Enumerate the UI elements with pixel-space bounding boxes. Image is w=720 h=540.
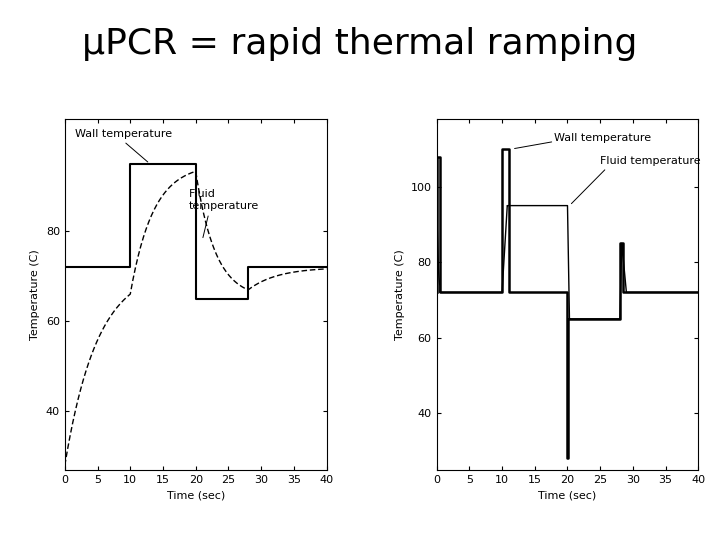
Y-axis label: Temperature (C): Temperature (C) — [30, 249, 40, 340]
X-axis label: Time (sec): Time (sec) — [539, 490, 597, 500]
X-axis label: Time (sec): Time (sec) — [166, 490, 225, 500]
Y-axis label: Temperature (C): Temperature (C) — [395, 249, 405, 340]
Text: Wall temperature: Wall temperature — [75, 129, 172, 139]
Text: Wall temperature: Wall temperature — [554, 133, 652, 144]
Text: μPCR = rapid thermal ramping: μPCR = rapid thermal ramping — [82, 27, 638, 61]
Text: Fluid
temperature: Fluid temperature — [189, 189, 259, 211]
Text: Fluid temperature: Fluid temperature — [600, 156, 701, 166]
